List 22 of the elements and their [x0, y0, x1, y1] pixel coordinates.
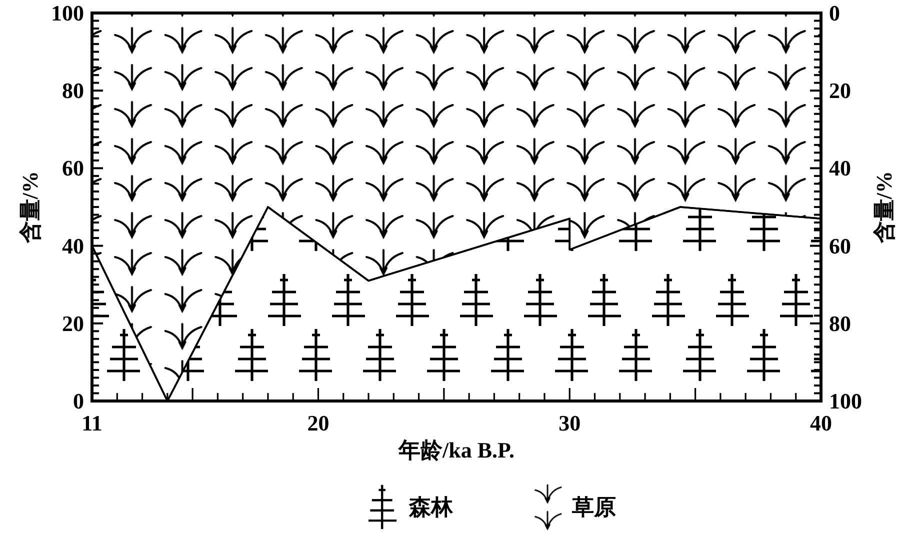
legend-label: 森林	[408, 494, 454, 520]
y2-tick-label: 80	[829, 310, 851, 336]
y-tick-label: 100	[51, 0, 84, 26]
y2-tick-label: 0	[829, 0, 840, 26]
y-tick-label: 60	[62, 156, 84, 181]
x-tick-label: 30	[558, 410, 581, 436]
x-tick-label: 11	[82, 410, 102, 436]
legend: 森林 草原	[365, 484, 616, 530]
y-tick-label: 80	[62, 78, 84, 104]
y-tick-label: 40	[62, 233, 84, 258]
y2-tick-label: 40	[829, 156, 851, 181]
x-tick-label: 20	[307, 410, 330, 436]
legend-label: 草原	[570, 494, 616, 520]
y-tick-label: 20	[62, 310, 84, 336]
y2-axis-title: 含量/%	[872, 170, 896, 244]
y-axis-title: 含量/%	[18, 170, 42, 244]
y2-tick-label: 60	[829, 233, 851, 258]
y-tick-label: 0	[73, 388, 84, 414]
x-axis-title: 年龄/ka B.P.	[398, 438, 514, 462]
y2-tick-label: 100	[829, 388, 862, 414]
y2-tick-label: 20	[829, 78, 851, 104]
x-tick-label: 40	[810, 410, 832, 436]
